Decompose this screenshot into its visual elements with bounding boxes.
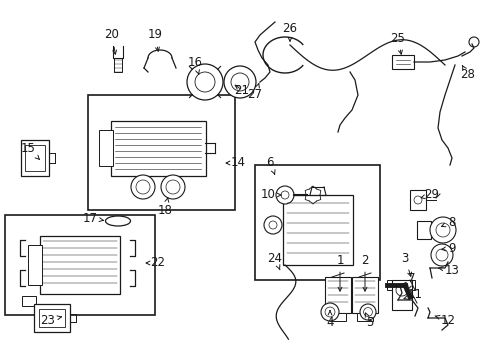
Text: 21: 21 xyxy=(235,84,249,96)
Circle shape xyxy=(195,72,215,92)
Bar xyxy=(387,280,415,290)
Text: 16: 16 xyxy=(188,55,202,74)
Bar xyxy=(5,215,155,315)
Bar xyxy=(111,121,206,176)
Circle shape xyxy=(187,64,223,100)
Circle shape xyxy=(269,221,277,229)
Circle shape xyxy=(276,186,294,204)
Text: 23: 23 xyxy=(41,314,61,327)
Circle shape xyxy=(431,244,453,266)
Text: 29: 29 xyxy=(421,189,440,202)
Circle shape xyxy=(414,196,422,204)
Bar xyxy=(410,190,426,210)
Bar xyxy=(392,280,412,310)
Bar xyxy=(22,296,36,306)
Bar xyxy=(39,309,65,327)
Text: 10: 10 xyxy=(261,189,281,202)
Bar xyxy=(114,58,122,72)
Circle shape xyxy=(364,307,372,316)
Bar xyxy=(255,165,380,280)
Bar xyxy=(352,277,378,313)
Circle shape xyxy=(264,216,282,234)
Text: 14: 14 xyxy=(226,157,245,170)
Circle shape xyxy=(136,180,150,194)
Circle shape xyxy=(325,307,335,317)
Bar xyxy=(357,313,373,321)
Text: 20: 20 xyxy=(104,28,120,54)
Text: 11: 11 xyxy=(404,288,422,302)
Text: 12: 12 xyxy=(435,314,456,327)
Bar xyxy=(330,313,346,321)
Text: 5: 5 xyxy=(365,313,374,329)
Circle shape xyxy=(430,217,456,243)
Text: 2: 2 xyxy=(361,253,369,291)
Text: 27: 27 xyxy=(247,83,263,102)
Text: 4: 4 xyxy=(326,311,334,329)
Bar xyxy=(21,140,49,176)
Bar xyxy=(40,236,120,294)
Text: 3: 3 xyxy=(401,252,412,276)
Text: 1: 1 xyxy=(336,253,344,291)
Text: 28: 28 xyxy=(461,66,475,81)
Circle shape xyxy=(161,175,185,199)
Text: 25: 25 xyxy=(391,31,405,54)
Ellipse shape xyxy=(105,216,130,226)
Bar xyxy=(28,245,42,285)
Text: 6: 6 xyxy=(266,156,275,174)
Circle shape xyxy=(131,175,155,199)
Bar xyxy=(25,145,45,171)
Circle shape xyxy=(166,180,180,194)
Text: 22: 22 xyxy=(146,256,166,270)
Bar xyxy=(417,221,431,239)
Text: 26: 26 xyxy=(283,22,297,41)
Circle shape xyxy=(281,191,289,199)
Bar xyxy=(34,304,70,332)
Bar xyxy=(325,277,351,313)
Text: 7: 7 xyxy=(408,271,416,290)
Circle shape xyxy=(436,249,448,261)
Circle shape xyxy=(469,37,479,47)
Text: 8: 8 xyxy=(441,216,456,229)
Bar xyxy=(99,130,113,166)
Text: 13: 13 xyxy=(439,264,460,276)
Circle shape xyxy=(224,66,256,98)
Circle shape xyxy=(396,284,408,296)
Text: 19: 19 xyxy=(147,28,163,51)
Circle shape xyxy=(360,304,376,320)
Circle shape xyxy=(321,303,339,321)
Text: 9: 9 xyxy=(442,242,456,255)
Bar xyxy=(283,195,353,265)
Circle shape xyxy=(436,223,450,237)
Text: 15: 15 xyxy=(21,141,40,159)
Bar xyxy=(392,55,414,69)
Circle shape xyxy=(231,73,249,91)
Text: 24: 24 xyxy=(268,252,283,270)
Text: 17: 17 xyxy=(82,211,103,225)
Bar xyxy=(88,95,235,210)
Text: 18: 18 xyxy=(158,198,172,216)
